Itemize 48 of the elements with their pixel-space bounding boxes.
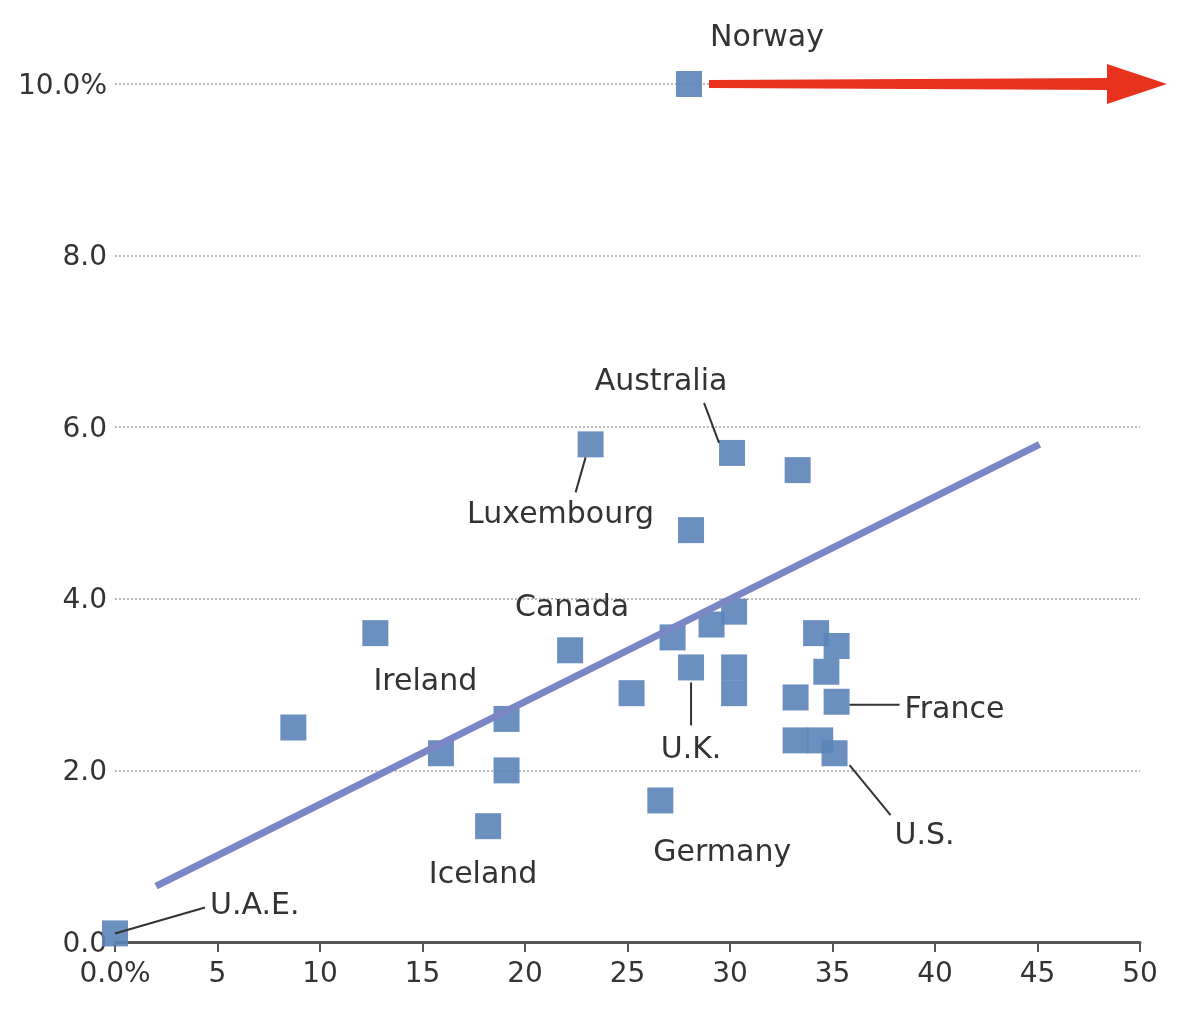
x-tick-label: 15: [404, 955, 441, 989]
point: [721, 680, 748, 707]
point: [721, 654, 748, 681]
point: [803, 620, 830, 647]
annotation: Luxembourg: [467, 494, 655, 530]
point: [782, 727, 809, 754]
point: [493, 757, 520, 784]
point: [577, 431, 604, 458]
y-tick-label: 4.0: [62, 582, 107, 616]
annotation: Australia: [594, 362, 728, 398]
point: [362, 620, 389, 647]
x-tick-label: 20: [507, 955, 543, 989]
point: [719, 439, 746, 466]
point: [475, 813, 502, 840]
point: [784, 457, 811, 484]
point: [823, 688, 850, 715]
annotation: Germany: [653, 832, 792, 868]
point: [280, 714, 307, 741]
point: [676, 71, 702, 97]
point: [618, 680, 645, 707]
x-tick-label: 5: [208, 955, 227, 989]
x-tick-label: 25: [609, 955, 646, 989]
point: [678, 654, 705, 681]
x-tick-label: 35: [814, 955, 851, 989]
x-tick-label: 10: [302, 955, 338, 989]
annotation: U.S.: [894, 815, 955, 851]
x-tick-label: 45: [1019, 955, 1056, 989]
annotation: U.A.E.: [210, 885, 300, 921]
point: [782, 684, 809, 711]
point: [813, 658, 840, 685]
point: [821, 740, 848, 767]
annotation: Iceland: [428, 854, 538, 890]
x-tick-label: 40: [917, 955, 953, 989]
point: [647, 787, 674, 814]
y-tick-label: 8.0: [62, 239, 107, 273]
annotation: France: [904, 690, 1005, 726]
y-tick-label: 10.0%: [18, 67, 107, 101]
point: [678, 517, 705, 544]
annotation: Ireland: [373, 661, 478, 697]
annotation: Norway: [710, 17, 824, 53]
y-tick-label: 6.0: [62, 410, 107, 444]
x-tick-label: 30: [712, 955, 748, 989]
x-tick-label: 50: [1122, 955, 1158, 989]
point: [823, 632, 850, 659]
y-tick-label: 2.0: [62, 753, 107, 787]
annotation: U.K.: [660, 729, 722, 765]
annotation: Canada: [515, 587, 630, 623]
point: [557, 637, 584, 664]
